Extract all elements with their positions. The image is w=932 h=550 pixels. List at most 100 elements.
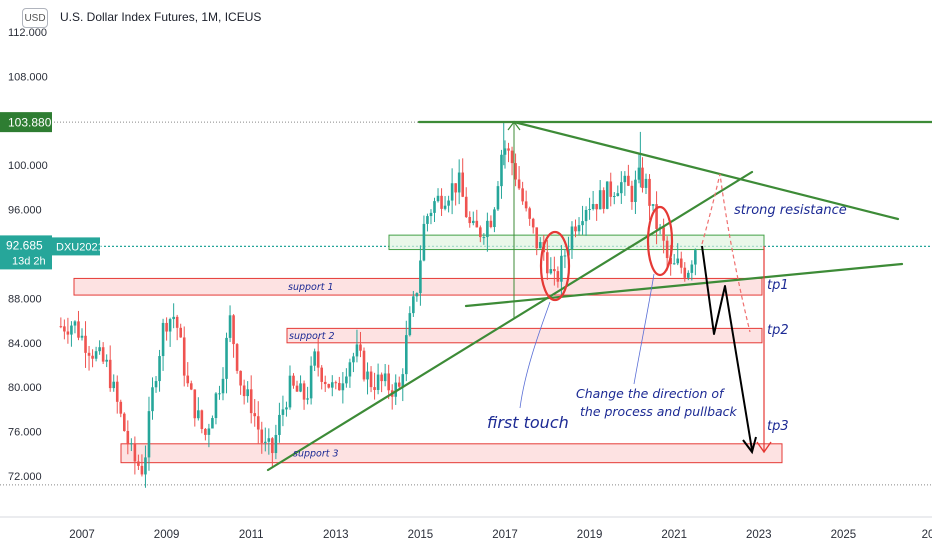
candle-body [531,218,535,228]
candle-body [126,430,130,445]
pullback-dashed-path [701,173,751,333]
candle-body [271,438,274,454]
price-tick-label: 96.000 [8,205,42,217]
support-zone-2 [286,327,763,344]
chart-header: USD U.S. Dollar Index Futures, 1M, ICEUS [0,0,932,40]
tp1-label: tp1 [767,278,789,293]
candle-body [320,367,323,382]
candle-body [598,190,602,210]
candle-body [246,389,249,397]
candle-body [197,410,200,419]
candle-body [405,335,408,375]
candle-body [489,220,493,228]
time-tick-label: 2013 [323,529,349,541]
candle-body [419,260,422,294]
candle-body [242,385,246,397]
candle-body [256,416,260,430]
candle-body [591,204,595,210]
candle-body [260,429,264,443]
symbol-tag-text: DXU2021 [56,241,104,253]
candle-body [383,373,387,382]
candle-body [193,389,197,419]
candle-body [239,370,242,386]
candle-body [687,272,690,278]
candle-body [436,195,440,202]
candle-body [151,387,154,412]
candle-body [630,185,634,202]
candle-body [80,335,84,338]
candle-body [221,378,225,394]
time-tick-label: 2015 [408,529,434,541]
candle-body [168,319,172,332]
candle-body [119,401,123,414]
candle-body [690,264,694,273]
price-tick-label: 100.000 [8,160,48,172]
candle-body [158,356,161,382]
candle-body [288,375,292,408]
candle-body [517,179,521,189]
candle-body [327,384,331,388]
price-tick-label: 108.000 [8,71,48,83]
countdown-tag-text: 13d 2h [12,255,46,267]
candle-body [577,225,581,232]
candle-body [464,196,468,218]
candle-body [503,148,507,155]
reversal-ellipse [646,205,674,277]
candle-body [330,382,334,388]
candle-body [612,196,616,198]
candle-body [588,209,591,211]
candle-body [204,428,207,435]
candle-body [77,321,80,338]
candle-body [73,321,77,326]
candle-body [641,167,644,188]
candle-body [278,414,281,435]
time-axis[interactable]: 2007 2009 2011 2013 2015 2017 2019 2021 2023 2025… [69,529,932,541]
candle-body [447,200,450,206]
candle-body [683,267,687,278]
candle-body [479,227,482,238]
candle-body [475,220,479,228]
candle-body [200,410,204,429]
support-1-label: support 1 [288,282,334,293]
up-arrowhead [507,121,521,131]
ascending-trendline [266,170,754,472]
candle-body [172,316,175,320]
price-tick-label: 84.000 [8,338,42,350]
candle-body [313,351,316,366]
price-tick-label: 88.000 [8,293,42,305]
projected-arrowhead [742,436,757,455]
reversal-pointer [633,273,655,385]
time-tick-label: 2021 [661,529,687,541]
candle-body [87,352,91,356]
candle-body [443,205,447,209]
candle-body [267,438,271,442]
candle-body [560,255,563,282]
candle-body [115,381,119,402]
candle-body [108,359,112,389]
candle-body [609,181,613,197]
target-arrowhead [756,441,772,454]
price-axis[interactable]: 112.000108.000104.000100.00096.00092.000… [0,27,104,483]
candle-body [133,443,137,462]
candle-body [623,175,627,183]
candle-body [130,443,133,445]
candle-body [295,385,299,392]
price-tick-label: 76.000 [8,427,42,439]
candle-body [563,255,567,257]
candle-body [616,193,620,197]
time-tick-label: 2025 [831,529,857,541]
candle-body [345,376,348,384]
candle-body [486,220,489,238]
candle-body [373,387,376,390]
candle-body [546,252,549,274]
currency-badge[interactable]: USD [22,8,48,28]
descending-trendline [512,120,900,221]
candle-body [323,381,327,385]
candle-body [101,347,105,362]
candle-body [528,208,531,219]
high-price-tag [0,112,52,133]
candle-body [316,351,320,368]
candle-body [144,457,147,475]
candle-body [521,188,524,202]
